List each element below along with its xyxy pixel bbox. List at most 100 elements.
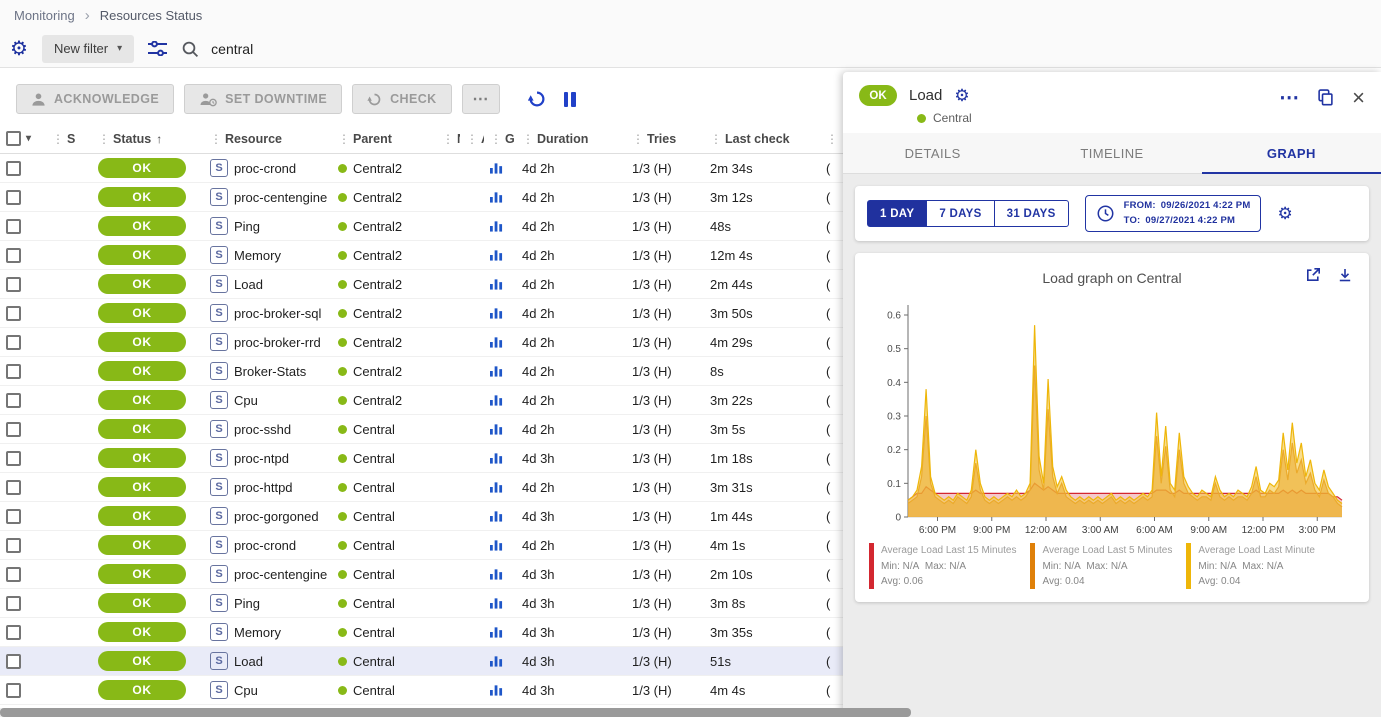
panel-more-icon[interactable]: ⋯	[1279, 86, 1300, 109]
resource-name[interactable]: proc-httpd	[234, 479, 293, 495]
row-checkbox[interactable]	[0, 334, 46, 350]
resource-name[interactable]: proc-gorgoned	[234, 508, 319, 524]
download-icon[interactable]	[1337, 267, 1353, 283]
breadcrumb-resources-status[interactable]: Resources Status	[99, 7, 203, 23]
legend-item[interactable]: Average Load Last 15 Minutes Min: N/A Max…	[869, 543, 1016, 590]
row-checkbox[interactable]	[0, 450, 46, 466]
graph-cell[interactable]	[484, 365, 516, 377]
parent-cell[interactable]: Central2	[332, 335, 436, 350]
graph-cell[interactable]	[484, 423, 516, 435]
parent-cell[interactable]: Central	[332, 596, 436, 611]
column-header-extra[interactable]: ⋮	[820, 132, 1381, 146]
graph-cell[interactable]	[484, 568, 516, 580]
drag-handle-icon[interactable]: ⋮	[710, 131, 722, 146]
settings-gear-icon[interactable]: ⚙	[10, 37, 28, 60]
row-checkbox[interactable]	[0, 305, 46, 321]
check-button[interactable]: CHECK	[352, 84, 452, 114]
parent-name[interactable]: Central	[353, 682, 395, 698]
row-checkbox[interactable]	[0, 421, 46, 437]
select-all-checkbox[interactable]: ▾	[0, 131, 46, 146]
new-filter-dropdown[interactable]: New filter ▾	[41, 34, 135, 63]
parent-cell[interactable]: Central2	[332, 393, 436, 408]
graph-cell[interactable]	[484, 278, 516, 290]
graph-cell[interactable]	[484, 597, 516, 609]
resource-cell[interactable]: S Load	[204, 652, 332, 670]
panel-parent-name[interactable]: Central	[933, 111, 972, 125]
close-icon[interactable]: ×	[1352, 85, 1365, 110]
graph-cell[interactable]	[484, 510, 516, 522]
resource-cell[interactable]: S Ping	[204, 217, 332, 235]
parent-cell[interactable]: Central	[332, 538, 436, 553]
column-header-action[interactable]: ⋮A	[460, 132, 484, 146]
parent-cell[interactable]: Central	[332, 683, 436, 698]
drag-handle-icon[interactable]: ⋮	[466, 131, 478, 146]
drag-handle-icon[interactable]: ⋮	[98, 131, 110, 146]
graph-cell[interactable]	[484, 452, 516, 464]
column-header-duration[interactable]: ⋮ Duration	[516, 132, 626, 146]
parent-cell[interactable]: Central2	[332, 190, 436, 205]
resource-name[interactable]: Load	[234, 653, 263, 669]
parent-name[interactable]: Central	[353, 566, 395, 582]
column-header-last-check[interactable]: ⋮ Last check	[704, 132, 820, 146]
open-in-new-icon[interactable]	[1305, 267, 1321, 283]
drag-handle-icon[interactable]: ⋮	[338, 131, 350, 146]
graph-cell[interactable]	[484, 626, 516, 638]
resource-cell[interactable]: S Cpu	[204, 681, 332, 699]
bar-chart-icon[interactable]	[490, 365, 503, 377]
tab-timeline[interactable]: TIMELINE	[1080, 145, 1144, 161]
sort-ascending-icon[interactable]: ↑	[156, 131, 163, 146]
parent-name[interactable]: Central	[353, 537, 395, 553]
custom-time-range[interactable]: FROM: 09/26/2021 4:22 PM TO: 09/27/2021 4:…	[1084, 195, 1262, 233]
graph-cell[interactable]	[484, 307, 516, 319]
resource-name[interactable]: Memory	[234, 624, 281, 640]
period-1day-button[interactable]: 1 DAY	[867, 200, 928, 228]
column-header-notes[interactable]: ⋮N	[436, 132, 460, 146]
column-header-status[interactable]: ⋮ Status ↑	[92, 132, 204, 146]
row-checkbox[interactable]	[0, 189, 46, 205]
graph-cell[interactable]	[484, 249, 516, 261]
parent-cell[interactable]: Central	[332, 625, 436, 640]
parent-name[interactable]: Central2	[353, 276, 403, 292]
drag-handle-icon[interactable]: ⋮	[210, 131, 222, 146]
bar-chart-icon[interactable]	[490, 336, 503, 348]
resource-name[interactable]: proc-centengine	[234, 189, 328, 205]
graph-cell[interactable]	[484, 162, 516, 174]
resource-name[interactable]: proc-centengine	[234, 566, 328, 582]
parent-name[interactable]: Central	[353, 653, 395, 669]
graph-cell[interactable]	[484, 684, 516, 696]
bar-chart-icon[interactable]	[490, 162, 503, 174]
parent-name[interactable]: Central	[353, 450, 395, 466]
resource-name[interactable]: Cpu	[234, 682, 258, 698]
copy-link-icon[interactable]	[1317, 89, 1334, 106]
row-checkbox[interactable]	[0, 276, 46, 292]
graph-cell[interactable]	[484, 481, 516, 493]
resource-name[interactable]: Ping	[234, 218, 261, 234]
resource-cell[interactable]: S Cpu	[204, 391, 332, 409]
parent-cell[interactable]: Central2	[332, 364, 436, 379]
bar-chart-icon[interactable]	[490, 220, 503, 232]
breadcrumb-monitoring[interactable]: Monitoring	[14, 7, 75, 23]
filter-options-icon[interactable]	[148, 41, 168, 56]
resource-name[interactable]: Broker-Stats	[234, 363, 307, 379]
resource-cell[interactable]: S Ping	[204, 594, 332, 612]
tab-graph[interactable]: GRAPH	[1201, 133, 1381, 174]
column-header-parent[interactable]: ⋮ Parent	[332, 132, 436, 146]
graph-cell[interactable]	[484, 220, 516, 232]
row-checkbox[interactable]	[0, 479, 46, 495]
legend-item[interactable]: Average Load Last Minute Min: N/A Max: N/…	[1186, 543, 1315, 590]
bar-chart-icon[interactable]	[490, 539, 503, 551]
row-checkbox[interactable]	[0, 595, 46, 611]
period-31days-button[interactable]: 31 DAYS	[993, 200, 1069, 228]
set-downtime-button[interactable]: SET DOWNTIME	[184, 84, 343, 114]
service-settings-gear-icon[interactable]: ⚙	[954, 86, 970, 105]
row-checkbox[interactable]	[0, 218, 46, 234]
bar-chart-icon[interactable]	[490, 307, 503, 319]
row-checkbox[interactable]	[0, 247, 46, 263]
tab-details[interactable]: DETAILS	[904, 145, 961, 161]
parent-cell[interactable]: Central	[332, 654, 436, 669]
